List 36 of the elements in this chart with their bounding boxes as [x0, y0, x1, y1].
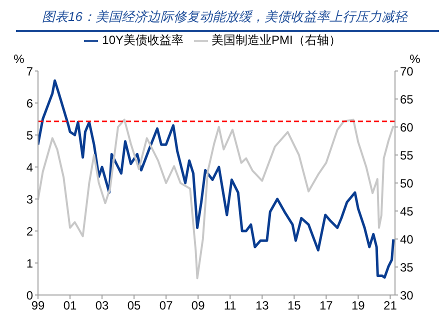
- x-tick-label: 19: [352, 298, 366, 313]
- y-tick-label: 4: [26, 160, 34, 174]
- y2-tick-label: 70: [400, 64, 414, 78]
- x-tick-label: 09: [191, 298, 206, 313]
- y-tick-label: 6: [26, 96, 34, 110]
- y-tick-label: 0: [26, 288, 34, 302]
- y-tick-label: 5: [26, 128, 34, 142]
- y-tick-label: 7: [26, 64, 34, 78]
- y-tick-label: 2: [26, 224, 34, 238]
- x-tick-label: 01: [63, 298, 78, 313]
- x-tick-label: 07: [159, 298, 174, 313]
- line-series: [38, 79, 395, 279]
- y2-tick-label: 50: [400, 176, 414, 190]
- x-tick-label: 15: [287, 298, 302, 313]
- x-tick-label: 11: [224, 298, 237, 313]
- line-series: [38, 118, 394, 280]
- x-tick-label: 03: [95, 298, 110, 313]
- y2-tick-label: 55: [400, 148, 414, 162]
- y2-tick-label: 45: [400, 204, 414, 218]
- y2-axis-title: %: [410, 52, 421, 66]
- chart-title: 图表16：美国经济边际修复动能放缓，美债收益率上行压力减轻: [16, 0, 439, 32]
- y2-tick-label: 35: [400, 260, 414, 274]
- x-tick-label: 05: [127, 298, 142, 313]
- legend-label: 10Y美债收益率: [102, 33, 184, 47]
- x-tick-label: 13: [255, 298, 270, 313]
- y2-tick-label: 60: [400, 120, 414, 134]
- x-tick-label: 21: [384, 298, 398, 313]
- y-tick-label: 1: [26, 256, 34, 270]
- y-tick-label: 3: [26, 192, 34, 206]
- x-tick-label: 17: [319, 298, 334, 313]
- legend-label: 美国制造业PMI（右轴）: [212, 33, 341, 47]
- y-axis-title: %: [14, 52, 25, 66]
- y2-tick-label: 40: [400, 232, 414, 246]
- x-tick-label: 99: [31, 298, 45, 313]
- y2-tick-label: 65: [400, 92, 414, 106]
- y2-tick-label: 30: [400, 288, 414, 302]
